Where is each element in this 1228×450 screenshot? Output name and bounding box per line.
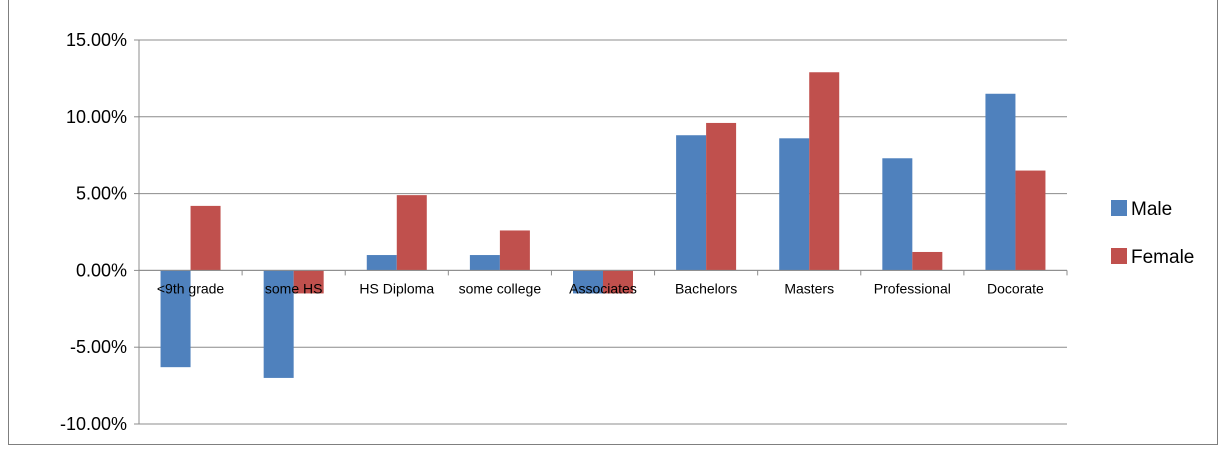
x-tick-label: Bachelors [675, 280, 737, 296]
bar-female [706, 122, 737, 271]
bars [160, 72, 1046, 378]
bar-male [882, 158, 913, 271]
bar-female [1015, 170, 1046, 271]
y-tick-label: 10.00% [66, 107, 127, 127]
y-tick-label: 15.00% [66, 30, 127, 50]
bar-female [603, 270, 633, 294]
legend: Male Female [1111, 199, 1194, 268]
y-tick-label: -10.00% [60, 414, 127, 434]
bar-female [293, 270, 324, 294]
x-tick-label: Masters [784, 280, 834, 296]
bar-female [396, 195, 427, 271]
y-tick-label: 5.00% [76, 184, 127, 204]
x-tick-label: HS Diploma [359, 280, 434, 296]
x-tick-label: <9th grade [157, 280, 225, 296]
legend-label: Female [1131, 247, 1194, 268]
bar-male [263, 270, 294, 378]
y-tick-label: 0.00% [76, 260, 127, 280]
x-tick-label: Professional [874, 280, 951, 296]
axes [134, 39, 1068, 425]
legend-label: Male [1131, 199, 1172, 220]
bar-male [366, 255, 397, 271]
y-tick-labels: 15.00% 10.00% 5.00% 0.00% -5.00% -10.00% [60, 30, 127, 434]
bar-male [160, 270, 191, 368]
x-tick-labels: <9th grade some HS HS Diploma some college A… [157, 280, 1044, 296]
bar-male [676, 135, 707, 271]
x-tick-label: some HS [265, 280, 323, 296]
chart-frame [8, 0, 1218, 445]
bar-female [190, 205, 221, 271]
bar-male [985, 93, 1016, 271]
x-tick-label: Associates [569, 280, 637, 296]
x-tick-label: some college [459, 280, 542, 296]
bar-female [809, 72, 840, 271]
bar-male [469, 255, 500, 271]
legend-swatch [1111, 200, 1127, 216]
legend-swatch [1111, 248, 1127, 264]
bar-female [912, 251, 943, 271]
bar-male [573, 270, 603, 294]
x-tick-label: Docorate [987, 280, 1044, 296]
y-tick-label: -5.00% [70, 337, 127, 357]
bar-female [499, 230, 530, 271]
bar-male [779, 138, 810, 271]
